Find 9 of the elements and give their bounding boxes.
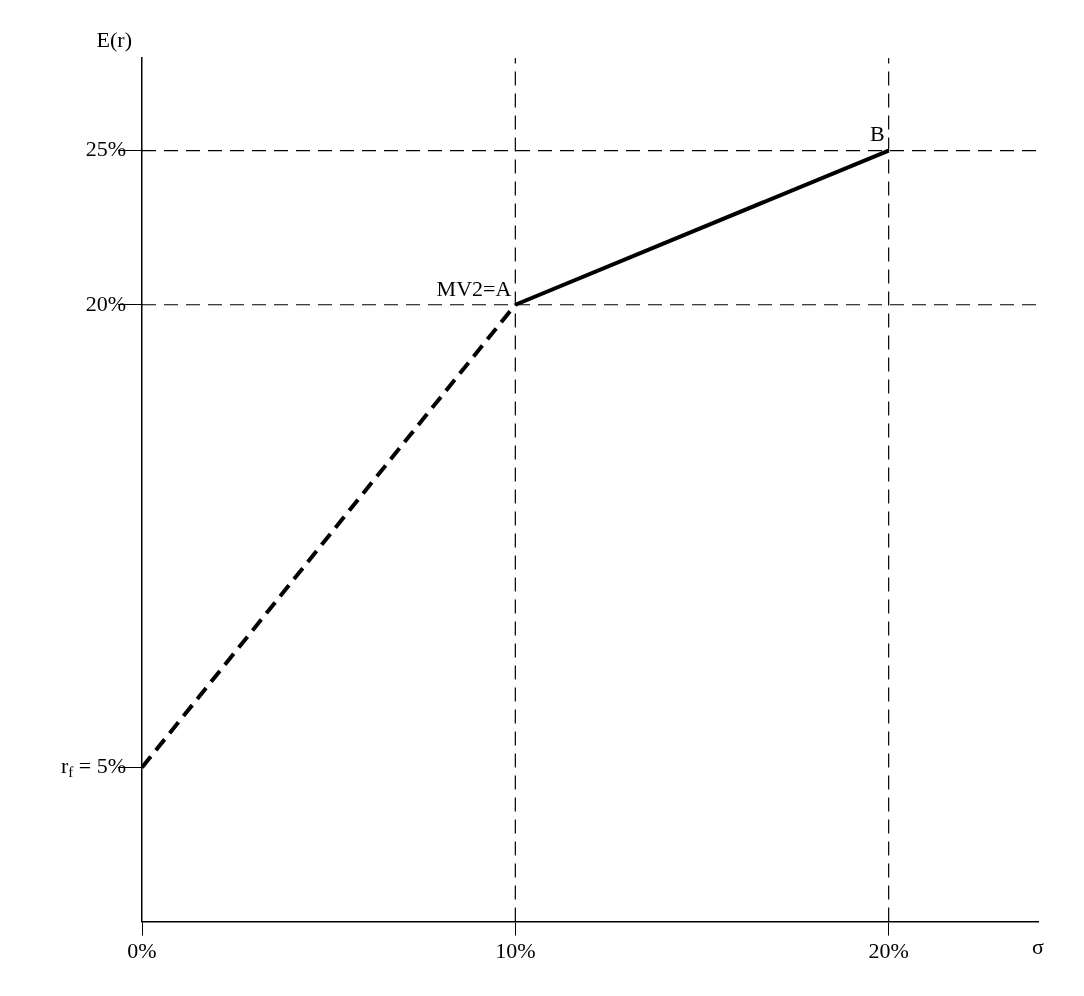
x-axis-title: σ (1032, 934, 1045, 960)
y-tick-label: 25% (85, 136, 126, 162)
annotation: B (869, 121, 885, 147)
x-tick-label: 10% (495, 937, 536, 963)
annotation: MV2=A (436, 275, 512, 301)
y-axis-title: E(r) (96, 26, 132, 52)
y-tick-label: 20% (85, 290, 126, 316)
x-tick-label: 0% (127, 937, 157, 963)
x-tick-label: 20% (868, 937, 909, 963)
